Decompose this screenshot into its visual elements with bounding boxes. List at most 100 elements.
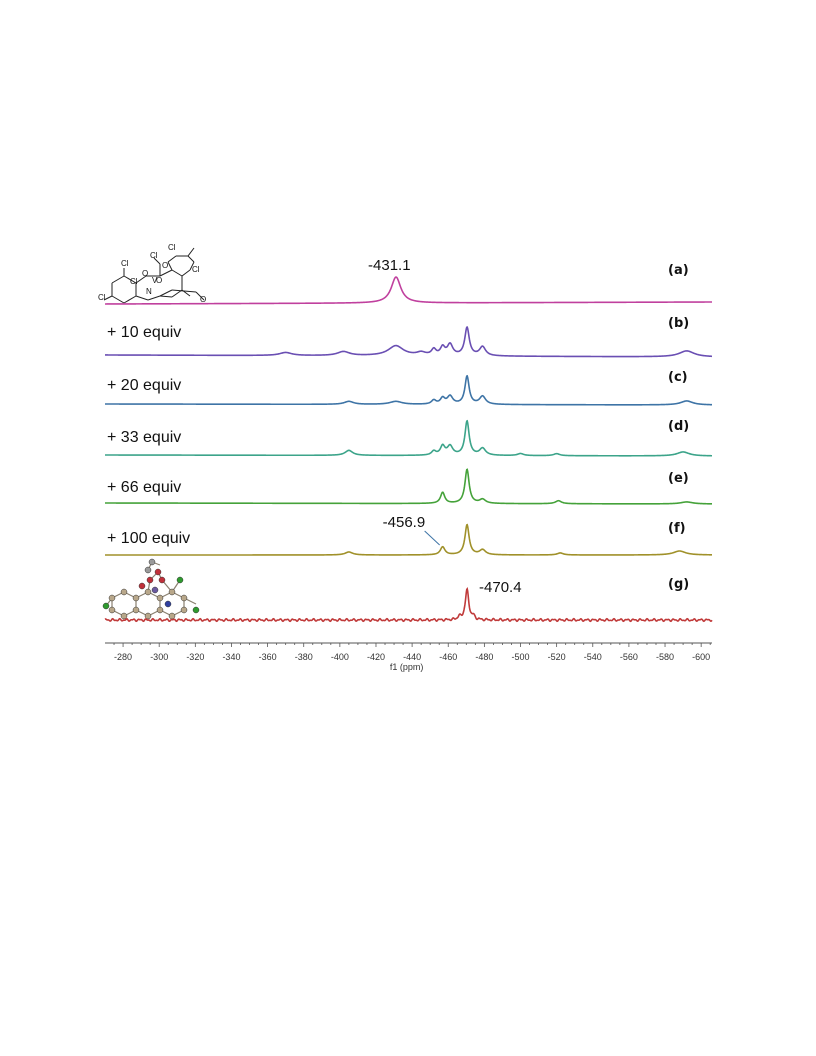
crystal-atom: [156, 594, 164, 602]
x-tick-label: -500: [511, 652, 529, 662]
molecule-bond: [167, 261, 173, 271]
molecule-atom-label: Cl: [130, 277, 138, 286]
molecule-atom-label: Cl: [121, 259, 129, 268]
molecule-atom-label: O: [162, 261, 168, 270]
molecule-bond: [103, 295, 113, 301]
x-axis-label: f1 (ppm): [390, 662, 424, 672]
equiv-label-2: + 10 equiv: [107, 324, 181, 341]
equiv-label-3: + 20 equiv: [107, 377, 181, 394]
spectrum-letter-5: (e): [668, 471, 689, 486]
x-tick-label: -460: [439, 652, 457, 662]
molecule-bond: [135, 295, 149, 301]
crystal-atom: [158, 576, 166, 584]
molecule-bond: [181, 289, 191, 297]
equiv-label-5: + 66 equiv: [107, 479, 181, 496]
crystal-atom: [164, 600, 172, 608]
x-tick-label: -320: [186, 652, 204, 662]
crystal-atom: [120, 612, 128, 620]
x-tick-label: -520: [548, 652, 566, 662]
molecule-bond: [123, 275, 137, 284]
molecule-atom-label: N: [146, 287, 152, 296]
peak-annotation-1: -431.1: [368, 257, 411, 274]
x-tick-label: -300: [150, 652, 168, 662]
spectrum-letter-4: (d): [668, 419, 689, 434]
molecule-atom-label: O: [142, 269, 148, 278]
molecule-atom-label: Cl: [150, 251, 158, 260]
molecule-bond: [187, 255, 195, 263]
crystal-atom: [132, 606, 140, 614]
x-tick-label: -340: [222, 652, 240, 662]
spectrum-letter-3: (c): [668, 370, 688, 385]
x-tick-label: -560: [620, 652, 638, 662]
crystal-atom: [156, 606, 164, 614]
x-tick-label: -540: [584, 652, 602, 662]
crystal-atom: [168, 612, 176, 620]
x-tick-label: -360: [259, 652, 277, 662]
x-tick-label: -480: [475, 652, 493, 662]
spectrum-letter-1: (a): [668, 263, 689, 278]
spectrum-trace-7: [104, 586, 713, 623]
spectrum-trace-6: [105, 523, 712, 556]
molecule-bond: [187, 247, 195, 257]
crystal-atom: [138, 582, 146, 590]
molecule-bond: [159, 289, 173, 297]
molecule-bond: [159, 269, 173, 277]
x-tick-label: -400: [331, 652, 349, 662]
crystal-atom: [132, 594, 140, 602]
molecule-bond: [167, 255, 177, 263]
spectrum-trace-5: [105, 468, 712, 505]
peak-annotation-2: -456.9: [383, 514, 426, 531]
peak-annotation-3: -470.4: [479, 579, 522, 596]
spectra-labels: (a) (b) + 10 equiv (c) + 20 equiv (d) + 33 equ…: [107, 257, 689, 596]
spectrum-letter-7: (g): [668, 577, 689, 592]
equiv-label-6: + 100 equiv: [107, 530, 190, 547]
x-axis: -280 -300 -320 -340 -360 -380 -400 -420 -440 -460…: [105, 642, 712, 672]
molecule-atom-label: Cl: [168, 243, 176, 252]
spectrum-trace-1: [105, 276, 712, 305]
molecule-bond: [171, 269, 183, 277]
molecule-atom-label: O: [156, 276, 162, 285]
spectrum-letter-6: (f): [668, 521, 686, 536]
x-tick-label: -420: [367, 652, 385, 662]
crystal-atom: [154, 568, 162, 576]
spectra-traces: [104, 276, 713, 623]
crystal-atom: [192, 606, 200, 614]
molecule-bond: [147, 295, 161, 301]
spectrum-trace-3: [105, 374, 713, 406]
molecule-bond: [123, 295, 137, 304]
crystal-atom: [108, 606, 116, 614]
molecule-bond: [153, 257, 161, 265]
molecule-atom-label: O: [200, 295, 206, 304]
molecule-bond: [189, 261, 195, 271]
crystal-atom: [168, 588, 176, 596]
crystal-atom: [144, 612, 152, 620]
crystal-atom: [180, 606, 188, 614]
crystal-atom: [176, 576, 184, 584]
molecule-bond: [195, 291, 205, 301]
molecule-atom-label: Cl: [98, 293, 106, 302]
crystal-atom: [120, 588, 128, 596]
molecule-bond: [111, 275, 125, 284]
crystal-atom: [180, 594, 188, 602]
x-tick-label: -380: [295, 652, 313, 662]
molecule-bond: [159, 295, 173, 298]
crystal-atom: [151, 586, 159, 594]
crystal-structure-drawing: [102, 558, 200, 620]
crystal-atom: [108, 594, 116, 602]
x-tick-label: -280: [114, 652, 132, 662]
molecule-atom-label: Cl: [192, 265, 200, 274]
molecule-atom-label: V: [152, 276, 158, 285]
crystal-atom: [144, 566, 152, 574]
x-tick-label: -440: [403, 652, 421, 662]
equiv-label-4: + 33 equiv: [107, 429, 181, 446]
molecule-bond: [135, 275, 147, 284]
x-tick-label: -600: [692, 652, 710, 662]
spectrum-letter-2: (b): [668, 316, 689, 331]
crystal-atom: [144, 588, 152, 596]
crystal-atom: [146, 576, 154, 584]
peak-leader-line: [424, 530, 440, 546]
crystal-atom: [102, 602, 110, 610]
molecule-bond: [111, 295, 125, 304]
